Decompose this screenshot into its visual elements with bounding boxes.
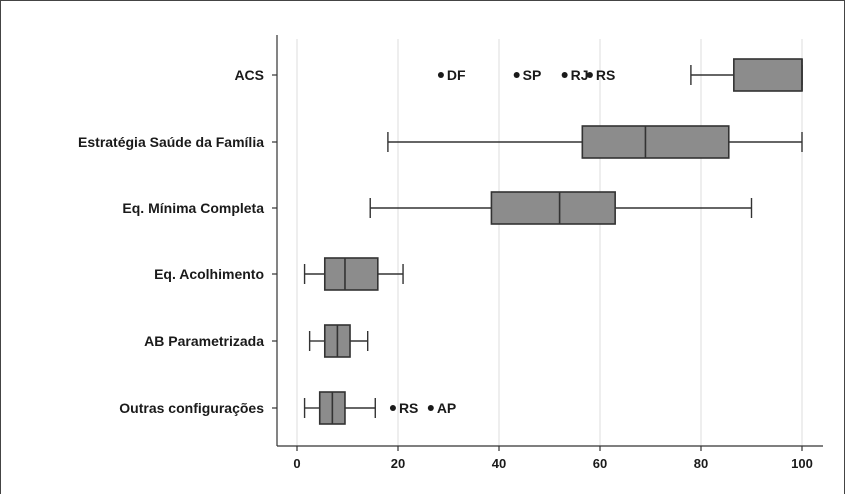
x-tick-label-20: 20	[391, 456, 405, 471]
x-tick-label-0: 0	[293, 456, 300, 471]
x-tick-label-80: 80	[694, 456, 708, 471]
outlier-point-5-0	[389, 405, 396, 411]
box-1	[581, 125, 730, 159]
box-2	[490, 191, 616, 225]
x-tick-label-60: 60	[593, 456, 607, 471]
category-label-0: ACS	[234, 67, 264, 83]
outlier-point-0-2	[561, 72, 568, 78]
outlier-label-0-0: DF	[447, 67, 466, 83]
outlier-label-0-1: SP	[523, 67, 542, 83]
outlier-point-5-1	[427, 405, 434, 411]
outlier-label-5-0: RS	[399, 400, 418, 416]
outlier-point-0-0	[437, 72, 444, 78]
outlier-label-0-3: RS	[596, 67, 615, 83]
outlier-label-5-1: AP	[437, 400, 456, 416]
category-label-5: Outras configurações	[119, 400, 264, 416]
box-3	[323, 257, 379, 291]
box-0	[733, 58, 803, 92]
x-tick-label-100: 100	[791, 456, 813, 471]
category-label-1: Estratégia Saúde da Família	[78, 134, 264, 150]
outlier-point-0-3	[586, 72, 593, 78]
outlier-point-0-1	[513, 72, 520, 78]
category-label-4: AB Parametrizada	[144, 333, 264, 349]
outlier-label-0-2: RJ	[571, 67, 589, 83]
category-label-2: Eq. Mínima Completa	[122, 200, 264, 216]
category-label-3: Eq. Acolhimento	[154, 266, 264, 282]
x-tick-label-40: 40	[492, 456, 506, 471]
